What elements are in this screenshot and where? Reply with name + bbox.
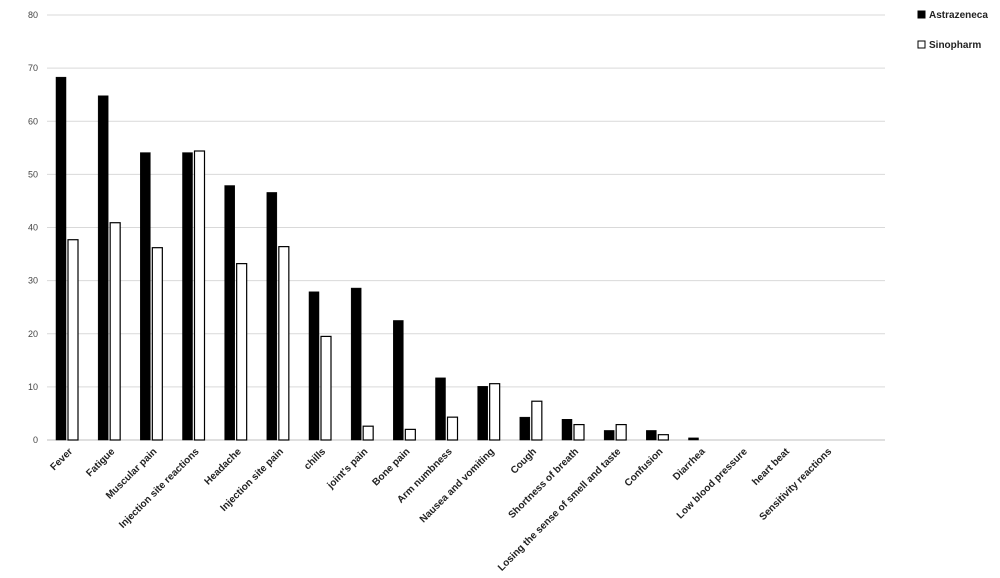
bar-sinopharm-13 [615, 423, 627, 441]
bar-sinopharm-9 [446, 416, 459, 441]
bar-sinopharm-5 [278, 246, 290, 441]
bar-astrazeneca-9 [435, 377, 446, 441]
x-tick-label: Shortness of breath [507, 446, 582, 521]
gridlines [47, 14, 885, 441]
y-tick-label: 0 [33, 435, 38, 445]
bar-astrazeneca-10 [477, 386, 488, 441]
x-tick-label: Bone pain [370, 446, 412, 488]
bars [55, 76, 699, 441]
bar-astrazeneca-12 [561, 419, 573, 441]
bar-sinopharm-4 [236, 263, 248, 441]
bar-sinopharm-12 [573, 423, 585, 441]
bar-sinopharm-10 [489, 383, 501, 441]
x-tick-label: Cough [509, 446, 539, 476]
y-axis-ticks: 0 10 20 30 40 50 60 70 80 [28, 10, 38, 445]
y-tick-label: 30 [28, 276, 38, 286]
x-tick-label: Diarrhea [671, 446, 708, 483]
bar-astrazeneca-14 [646, 430, 657, 441]
y-tick-label: 40 [28, 223, 38, 233]
x-tick-label: Injection site reactions [117, 446, 202, 531]
bar-sinopharm-3 [193, 150, 206, 441]
y-tick-label: 10 [28, 382, 38, 392]
bar-astrazeneca-8 [393, 320, 404, 441]
x-tick-label: Fever [48, 446, 75, 473]
bar-sinopharm-2 [151, 247, 163, 441]
bar-astrazeneca-6 [308, 291, 320, 441]
legend-swatch-sinopharm [917, 40, 926, 49]
legend: Astrazeneca Sinopharm [917, 10, 988, 51]
y-tick-label: 70 [28, 63, 38, 73]
bar-sinopharm-14 [657, 434, 669, 441]
x-tick-label: Low blood pressure [675, 446, 750, 521]
bar-sinopharm-0 [67, 239, 79, 441]
bar-astrazeneca-3 [182, 152, 193, 441]
bar-astrazeneca-0 [55, 76, 67, 441]
legend-label-sinopharm: Sinopharm [929, 40, 981, 51]
x-tick-label: Confusion [623, 446, 666, 489]
legend-swatch-astrazeneca [917, 10, 926, 19]
bar-astrazeneca-4 [224, 185, 235, 441]
bar-astrazeneca-7 [350, 287, 362, 441]
bar-sinopharm-6 [320, 335, 332, 441]
bar-astrazeneca-5 [266, 192, 278, 441]
bar-astrazeneca-1 [97, 95, 109, 441]
legend-label-astrazeneca: Astrazeneca [929, 10, 988, 21]
x-tick-label: joint's pain [325, 446, 371, 492]
bar-sinopharm-1 [109, 222, 121, 441]
x-tick-label: Nausea and vomiting [418, 446, 497, 525]
y-tick-label: 60 [28, 116, 38, 126]
y-tick-label: 20 [28, 329, 38, 339]
x-tick-label: Sensitivity reactions [758, 446, 835, 523]
bar-astrazeneca-13 [603, 430, 615, 441]
x-tick-label: chills [302, 446, 328, 472]
bar-sinopharm-11 [531, 400, 543, 441]
bar-sinopharm-7 [362, 425, 374, 441]
y-tick-label: 80 [28, 10, 38, 20]
x-tick-label: Headache [203, 446, 244, 487]
bar-astrazeneca-15 [688, 437, 699, 441]
x-tick-label: heart beat [750, 446, 792, 488]
bar-sinopharm-8 [404, 428, 416, 441]
bar-astrazeneca-11 [519, 416, 531, 441]
y-tick-label: 50 [28, 169, 38, 179]
bar-astrazeneca-2 [140, 152, 151, 441]
x-tick-label: Fatigue [84, 446, 117, 479]
